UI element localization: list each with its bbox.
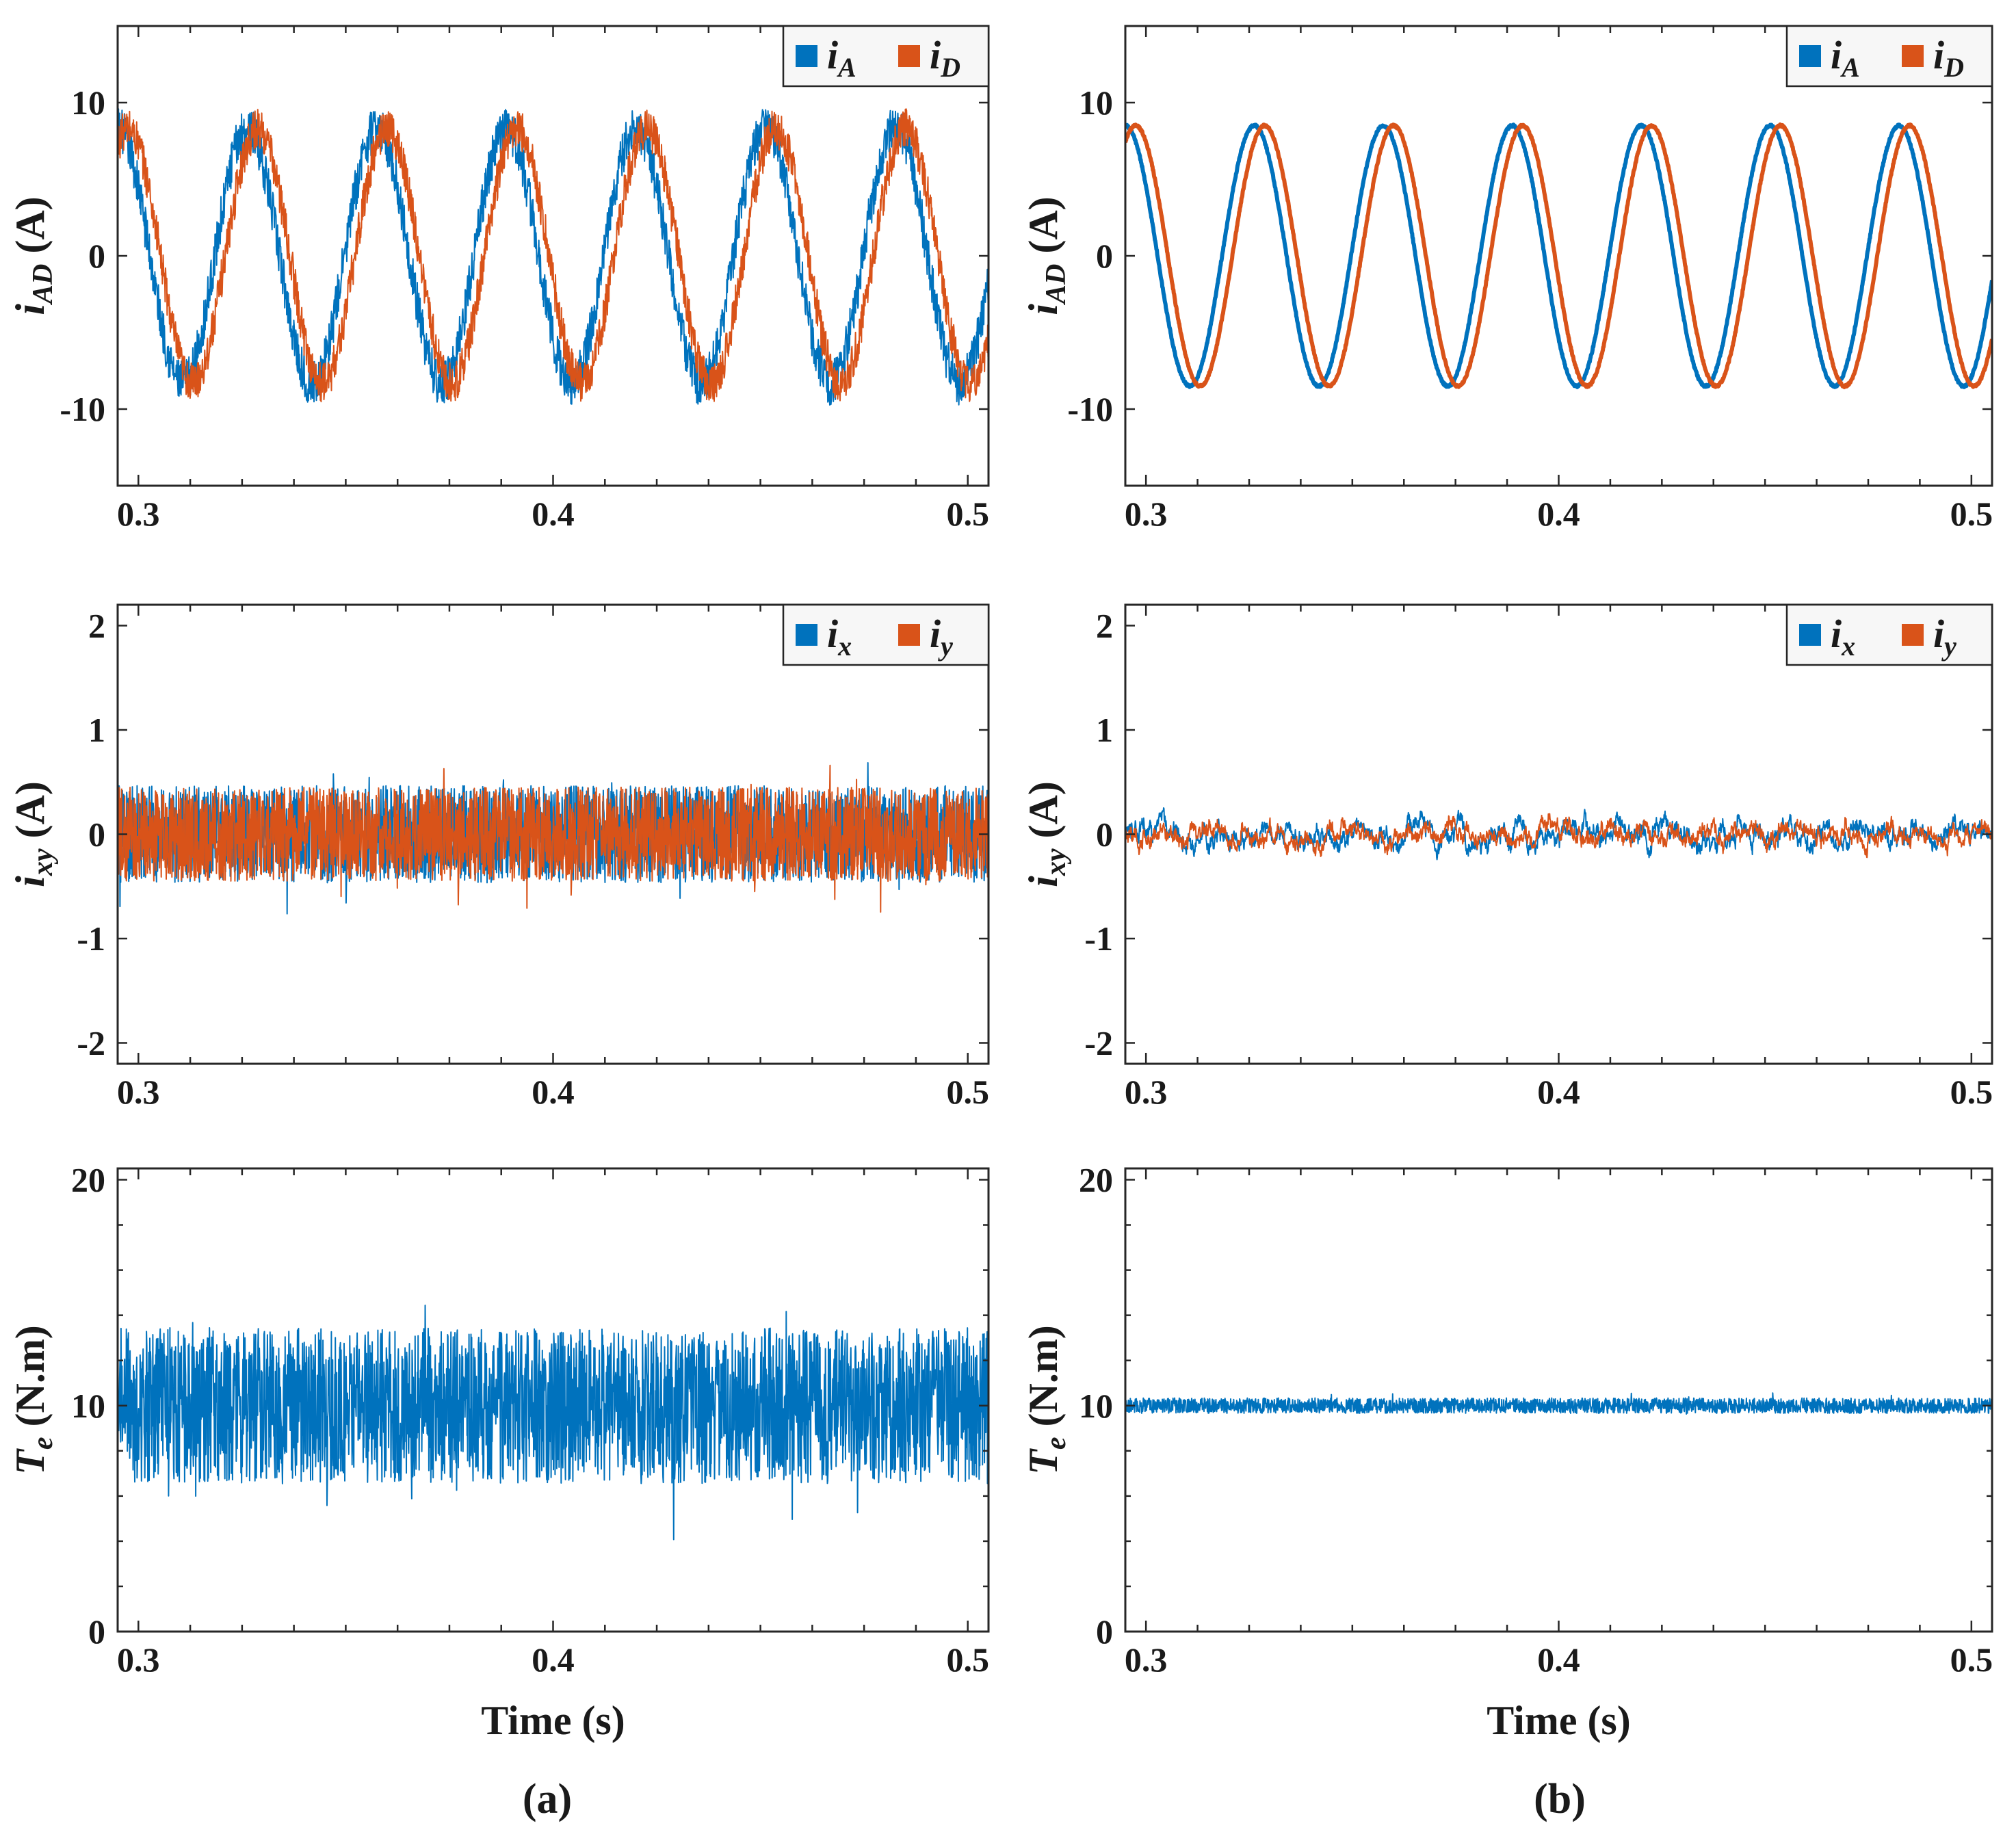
x-tick-label: 0.5 <box>1950 1073 1993 1111</box>
y-tick-label: 1 <box>88 711 105 749</box>
series-line-b3-T-e <box>1125 1392 1992 1415</box>
series-line-b1-i-A <box>1125 122 1992 389</box>
y-tick-label: 0 <box>88 1612 105 1651</box>
x-tick-label: 0.4 <box>1537 495 1580 533</box>
x-tick-label: 0.4 <box>532 1640 575 1679</box>
x-tick-label: 0.5 <box>946 1640 989 1679</box>
series-line-b2-i-x <box>1125 807 1992 861</box>
y-tick-label: 1 <box>1096 711 1113 749</box>
x-tick-label: 0.3 <box>1125 495 1168 533</box>
x-tick-label: 0.5 <box>1950 1640 1993 1679</box>
y-tick-label: 0 <box>1096 237 1113 275</box>
legend-label: iy <box>1933 612 1956 662</box>
y-tick-label: 10 <box>1079 1387 1113 1425</box>
x-tick-label: 0.4 <box>1537 1640 1580 1679</box>
legend-swatch <box>1799 624 1821 646</box>
legend-swatch <box>1902 624 1924 646</box>
y-tick-label: -10 <box>1067 390 1113 428</box>
legend-swatch <box>796 45 817 67</box>
x-tick-label: 0.4 <box>532 495 575 533</box>
x-tick-label: 0.3 <box>1125 1073 1168 1111</box>
y-tick-label: 10 <box>1079 83 1113 122</box>
y-tick-label: 0 <box>88 815 105 854</box>
legend-swatch <box>898 45 920 67</box>
y-tick-label: 2 <box>88 607 105 645</box>
y-tick-label: 0 <box>88 237 105 275</box>
legend-label: iy <box>930 612 953 662</box>
series-line-b1-i-D <box>1125 122 1992 389</box>
y-tick-label: 2 <box>1096 607 1113 645</box>
panel-a2: -2 -1 0 1 2 0.3 0.4 0.5 ixy (A) ix iy <box>8 603 990 1111</box>
y-tick-label: 10 <box>71 83 105 122</box>
x-axis-label: Time (s) <box>1487 1698 1631 1743</box>
legend-label: iD <box>930 33 960 83</box>
y-tick-label: -1 <box>1084 919 1113 958</box>
y-tick-label: -1 <box>77 919 105 958</box>
legend-swatch <box>796 624 817 646</box>
axes-frame <box>116 25 990 487</box>
panel-b3: 0 10 20 0.3 0.4 0.5 Time (s) Te (N.m) <box>1021 1161 1993 1743</box>
legend: iA iD <box>1785 25 1993 88</box>
legend-swatch <box>898 624 920 646</box>
series-line-a1-i-D <box>118 108 989 403</box>
legend-label: iD <box>1933 33 1964 83</box>
y-tick-label: -10 <box>60 390 105 428</box>
x-tick-label: 0.3 <box>117 1640 160 1679</box>
y-tick-label: 0 <box>1096 1612 1113 1651</box>
y-tick-label: 20 <box>71 1161 105 1199</box>
series-line-a2-i-y <box>118 764 989 913</box>
y-axis-label: iAD (A) <box>8 196 59 315</box>
x-axis-label: Time (s) <box>481 1698 625 1743</box>
y-tick-label: 20 <box>1079 1161 1113 1199</box>
legend-label: iA <box>827 33 856 83</box>
caption-a: (a) <box>523 1776 572 1822</box>
panel-a3: 0 10 20 0.3 0.4 0.5 Time (s) Te (N.m) <box>8 1161 990 1743</box>
axes-frame <box>1124 25 1993 487</box>
legend-swatch <box>1799 45 1821 67</box>
y-axis-label: Te (N.m) <box>8 1325 59 1475</box>
caption-b: (b) <box>1534 1776 1586 1822</box>
legend: iA iD <box>782 25 990 88</box>
legend: ix iy <box>1785 603 1993 666</box>
panel-b1: -10 0 10 0.3 0.4 0.5 iAD (A) iA iD <box>1021 25 1993 533</box>
series-line-b2-i-y <box>1125 813 1992 859</box>
series-line-a3-T-e <box>118 1305 989 1541</box>
x-tick-label: 0.5 <box>946 495 989 533</box>
panel-a1: -10 0 10 0.3 0.4 0.5 iAD (A) iA iD <box>8 25 990 533</box>
x-tick-label: 0.3 <box>1125 1640 1168 1679</box>
x-tick-label: 0.3 <box>117 495 160 533</box>
y-tick-label: 0 <box>1096 815 1113 854</box>
x-tick-label: 0.3 <box>117 1073 160 1111</box>
y-tick-label: -2 <box>77 1024 105 1062</box>
legend-label: ix <box>827 612 852 662</box>
legend-label: ix <box>1831 612 1855 662</box>
y-axis-label: iAD (A) <box>1021 196 1072 315</box>
y-axis-label: ixy (A) <box>8 781 59 887</box>
legend-label: iA <box>1831 33 1860 83</box>
x-tick-label: 0.5 <box>1950 495 1993 533</box>
y-axis-label: ixy (A) <box>1021 781 1072 887</box>
legend: ix iy <box>782 603 990 666</box>
legend-swatch <box>1902 45 1924 67</box>
y-tick-label: 10 <box>71 1387 105 1425</box>
y-tick-label: -2 <box>1084 1024 1113 1062</box>
x-tick-label: 0.4 <box>532 1073 575 1111</box>
y-axis-label: Te (N.m) <box>1021 1325 1072 1475</box>
x-tick-label: 0.5 <box>946 1073 989 1111</box>
panel-b2: -2 -1 0 1 2 0.3 0.4 0.5 ixy (A) ix iy <box>1021 603 1993 1111</box>
series-line-a1-i-A <box>118 108 989 406</box>
x-tick-label: 0.4 <box>1537 1073 1580 1111</box>
